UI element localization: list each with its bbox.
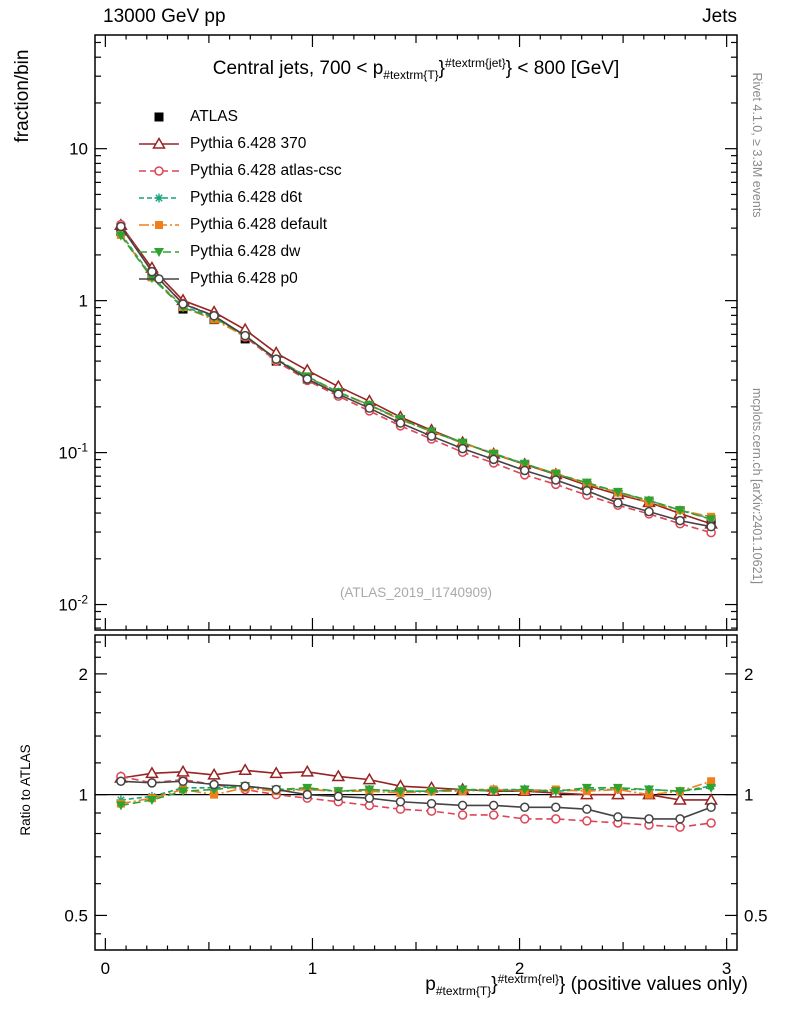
svg-text:0.5: 0.5 (744, 906, 768, 925)
pythia-default-marker-icon (139, 220, 179, 229)
svg-text:10: 10 (69, 140, 88, 159)
atlas-marker-icon (154, 112, 164, 121)
legend: ATLAS Pythia 6.428 370 Pythia 6.428 atla… (137, 103, 342, 292)
x-axis-title: p#textrm{T}}#textrm{rel}} (positive valu… (90, 972, 748, 998)
pythia-atlas-csc-marker-icon (139, 165, 179, 176)
rivet-version-note: Rivet 4.1.0, ≥ 3.3M events (750, 72, 764, 218)
analysis-group-label: Jets (702, 6, 737, 27)
axis-tick-labels: 10-2 10-1 1 10 0.5 0.5 1 1 2 2 0 1 2 3 (58, 140, 767, 978)
svg-text:2: 2 (515, 959, 524, 978)
legend-item-pythia-dw: Pythia 6.428 dw (137, 238, 342, 265)
beam-energy-label: 13000 GeV pp (103, 6, 226, 27)
ratio-y-axis-title: Ratio to ATLAS (18, 744, 33, 836)
legend-item-pythia-default: Pythia 6.428 default (137, 211, 342, 238)
pythia-dw-marker-icon (139, 247, 179, 257)
series-pythia-6-428-p0-ratio (116, 776, 716, 824)
legend-item-pythia-atlas-csc: Pythia 6.428 atlas-csc (137, 157, 342, 184)
legend-label-pythia-dw: Pythia 6.428 dw (190, 242, 301, 260)
plot-title: Central jets, 700 < p#textrm{T}}#textrm{… (95, 56, 737, 82)
legend-label-pythia-d6t: Pythia 6.428 d6t (190, 188, 303, 206)
plot-title-mid: } (438, 58, 446, 79)
svg-text:10-2: 10-2 (58, 593, 88, 615)
series-pythia-6-428-atlas-csc-ratio (116, 771, 716, 832)
legend-label-pythia-atlas-csc: Pythia 6.428 atlas-csc (190, 161, 342, 179)
main-y-axis-title: fraction/bin (12, 49, 33, 143)
plot-title-suffix: } < 800 [GeV] (505, 58, 620, 79)
legend-label-pythia-p0: Pythia 6.428 p0 (190, 269, 298, 287)
axis-ticks (95, 35, 737, 950)
svg-text:1: 1 (744, 786, 753, 805)
svg-text:1: 1 (79, 786, 88, 805)
plot-title-subscript: #textrm{T} (383, 68, 439, 82)
series-pythia-6-428-d6t-ratio (116, 781, 716, 805)
x-axis-title-prefix: p (425, 974, 436, 995)
plot-title-prefix: Central jets, 700 < p (212, 58, 384, 79)
legend-label-pythia-370: Pythia 6.428 370 (190, 134, 307, 152)
svg-text:3: 3 (722, 959, 731, 978)
mcplots-arxiv-note: mcplots.cern.ch [arXiv:2401.10621] (750, 388, 764, 584)
svg-text:0.5: 0.5 (64, 906, 88, 925)
pythia-d6t-marker-icon (139, 193, 179, 202)
legend-item-pythia-p0: Pythia 6.428 p0 (137, 265, 342, 292)
svg-text:2: 2 (79, 665, 88, 684)
series-pythia-6-428-p0-main (116, 221, 716, 532)
analysis-id-watermark: (ATLAS_2019_I1740909) (339, 585, 493, 600)
svg-text:0: 0 (101, 959, 110, 978)
pythia-370-marker-icon (139, 136, 179, 149)
x-axis-title-superscript: #textrm{rel} (497, 972, 559, 986)
legend-item-atlas: ATLAS (137, 103, 342, 130)
plot-title-superscript: #textrm{jet} (445, 56, 506, 70)
legend-label-atlas: ATLAS (190, 107, 238, 125)
x-axis-title-suffix: } (positive values only) (558, 974, 748, 995)
legend-item-pythia-d6t: Pythia 6.428 d6t (137, 184, 342, 211)
svg-text:1: 1 (308, 959, 317, 978)
legend-item-pythia-370: Pythia 6.428 370 (137, 130, 342, 157)
pythia-p0-marker-icon (139, 273, 179, 284)
svg-text:2: 2 (744, 665, 753, 684)
svg-text:1: 1 (79, 292, 88, 311)
svg-text:10-1: 10-1 (58, 441, 88, 463)
legend-label-pythia-default: Pythia 6.428 default (190, 215, 328, 233)
x-axis-title-subscript: #textrm{T} (435, 984, 492, 998)
x-axis-title-mid: } (491, 974, 498, 995)
